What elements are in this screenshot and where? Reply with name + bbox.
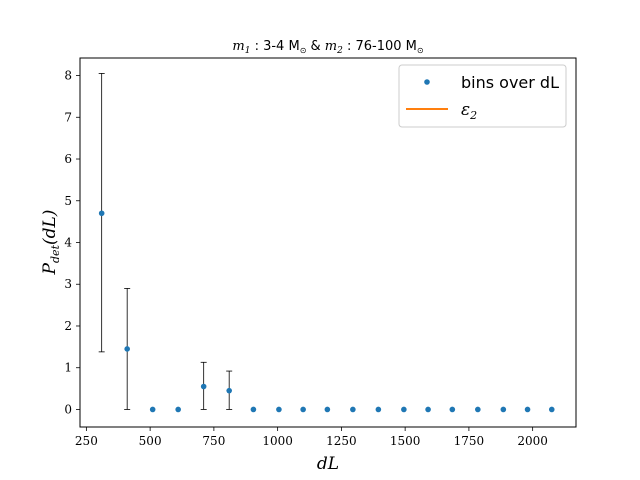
data-point	[324, 406, 331, 413]
y-axis-ticks: 0 1 2 3 4 5 6 7 8	[64, 69, 80, 416]
y-tick-label: 6	[64, 152, 72, 166]
y-tick-label: 4	[64, 236, 72, 250]
legend-label-epsilon: ε2	[461, 100, 477, 122]
data-point	[226, 387, 232, 394]
legend-box	[398, 64, 567, 128]
y-tick-label: 2	[64, 319, 72, 333]
y-tick-label: 5	[64, 194, 72, 208]
y-tick-label: 7	[64, 110, 72, 124]
data-point	[375, 406, 382, 413]
data-point	[475, 406, 481, 413]
data-point	[350, 406, 356, 413]
x-tick-label: 500	[139, 434, 162, 448]
data-points	[98, 210, 555, 413]
y-tick-label: 3	[64, 277, 72, 291]
data-point	[175, 406, 181, 413]
x-tick-label: 1250	[326, 434, 357, 448]
x-tick-label: 1500	[390, 434, 421, 448]
y-tick-label: 0	[64, 402, 72, 416]
chart-title: m1 : 3-4 M⊙ & m2 : 76-100 M⊙	[232, 39, 423, 56]
x-tick-label: 2000	[517, 434, 548, 448]
data-point	[425, 406, 431, 413]
legend: bins over dL ε2	[398, 64, 567, 128]
x-tick-label: 1000	[262, 434, 293, 448]
x-tick-label: 1750	[454, 434, 485, 448]
data-point	[98, 210, 105, 217]
data-point	[149, 406, 156, 413]
y-tick-label: 1	[64, 361, 72, 375]
legend-label-bins: bins over dL	[461, 73, 559, 92]
x-tick-label: 250	[75, 434, 98, 448]
legend-marker-bins	[424, 79, 430, 85]
x-axis-label: dL	[317, 454, 339, 474]
data-point	[250, 406, 257, 413]
y-axis-label: Pdet(dL)	[40, 210, 62, 276]
y-tick-label: 8	[64, 69, 72, 83]
data-point	[200, 383, 207, 390]
data-point	[548, 406, 555, 413]
data-point	[449, 406, 456, 413]
data-point	[276, 406, 282, 413]
data-point	[401, 406, 407, 413]
data-point	[124, 346, 130, 352]
data-point	[500, 406, 507, 413]
data-point	[524, 406, 531, 413]
x-axis-ticks: 250 500 750 1000 1250 1500 1750 2000	[75, 427, 548, 448]
data-point	[300, 406, 306, 413]
x-tick-label: 750	[202, 434, 225, 448]
